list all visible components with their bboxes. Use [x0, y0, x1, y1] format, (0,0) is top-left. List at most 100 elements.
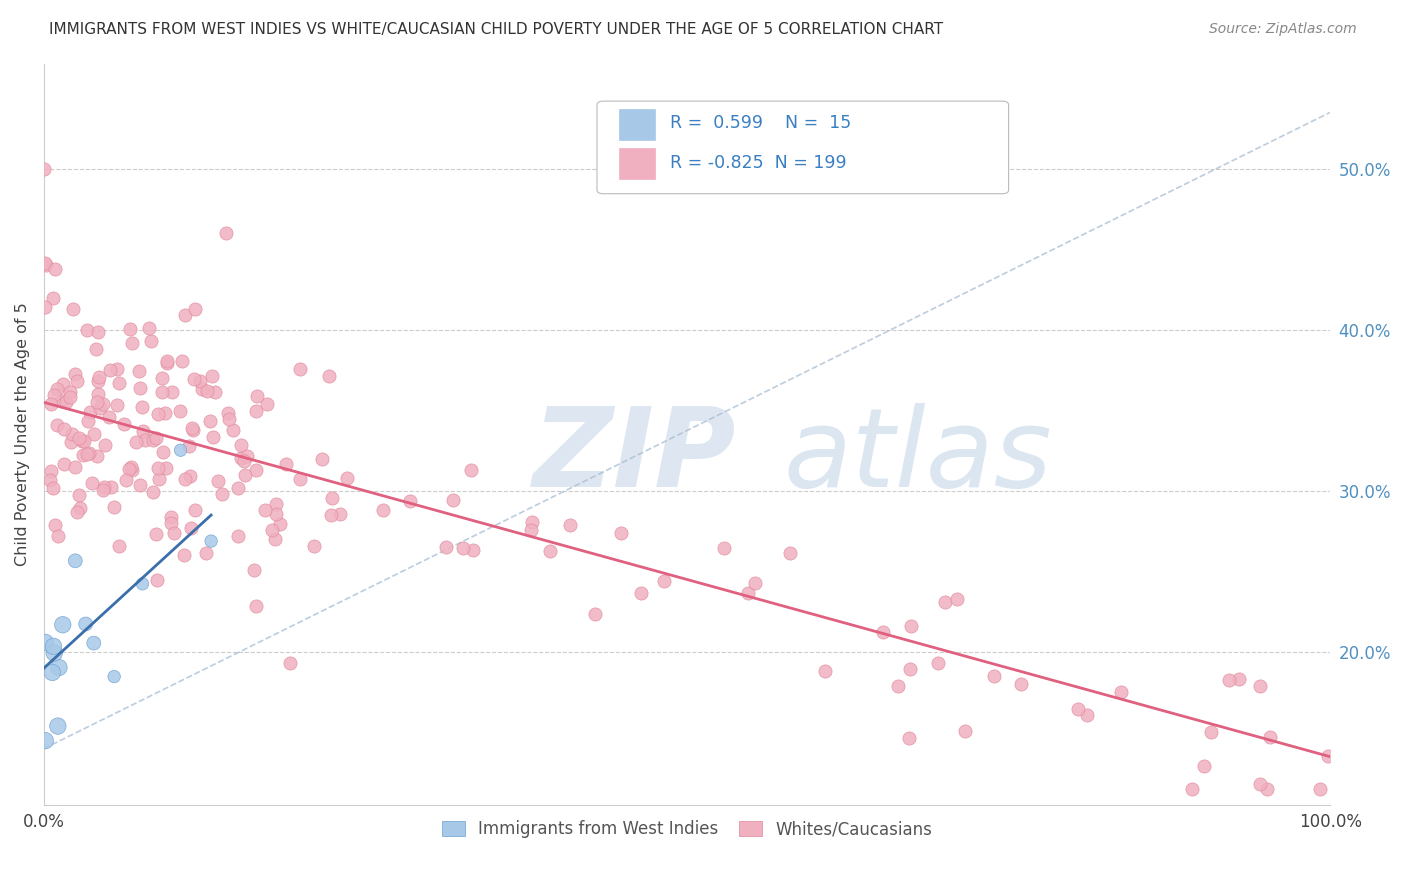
Point: [131, 577, 153, 591]
Point: [713, 541, 735, 555]
Point: [630, 586, 652, 600]
Text: R = -0.825  N = 199: R = -0.825 N = 199: [671, 153, 846, 171]
Point: [311, 452, 333, 467]
Point: [103, 500, 125, 514]
Point: [1010, 677, 1032, 691]
Point: [44, 261, 66, 276]
Point: [177, 439, 200, 453]
Point: [200, 369, 222, 384]
Point: [222, 423, 245, 437]
Point: [93, 480, 115, 494]
Point: [42, 481, 65, 495]
Point: [105, 398, 128, 412]
Point: [129, 478, 152, 492]
Point: [42, 640, 65, 654]
Point: [744, 576, 766, 591]
Point: [233, 453, 256, 467]
Point: [107, 361, 129, 376]
Point: [52, 457, 75, 471]
Point: [188, 374, 211, 388]
Point: [156, 354, 179, 368]
Point: [211, 487, 233, 501]
Point: [583, 607, 606, 621]
Point: [522, 516, 544, 530]
Point: [200, 534, 222, 549]
Point: [72, 434, 94, 449]
Point: [1260, 730, 1282, 744]
Point: [218, 412, 240, 426]
Point: [1249, 777, 1271, 791]
Point: [146, 573, 169, 587]
Point: [245, 404, 267, 418]
Point: [934, 594, 956, 608]
Point: [927, 656, 949, 670]
Point: [87, 325, 110, 339]
Point: [217, 406, 239, 420]
Point: [1256, 781, 1278, 796]
Point: [371, 503, 394, 517]
Point: [453, 541, 475, 555]
Point: [59, 390, 82, 404]
Point: [103, 670, 125, 684]
Point: [900, 619, 922, 633]
Point: [89, 401, 111, 415]
FancyBboxPatch shape: [598, 101, 1008, 194]
Point: [460, 463, 482, 477]
Point: [44, 518, 66, 533]
Point: [253, 503, 276, 517]
Point: [1249, 679, 1271, 693]
Point: [60, 427, 83, 442]
Point: [1309, 781, 1331, 796]
Point: [558, 518, 581, 533]
Point: [215, 226, 238, 240]
Point: [461, 543, 484, 558]
Text: R =  0.599    N =  15: R = 0.599 N = 15: [671, 114, 852, 132]
Point: [898, 731, 921, 745]
Point: [946, 591, 969, 606]
Point: [55, 394, 77, 409]
Point: [183, 502, 205, 516]
Point: [87, 387, 110, 401]
Point: [288, 362, 311, 376]
Point: [260, 523, 283, 537]
Point: [983, 669, 1005, 683]
Point: [131, 400, 153, 414]
Point: [202, 430, 225, 444]
Point: [1316, 749, 1339, 764]
Point: [1066, 702, 1088, 716]
Point: [173, 472, 195, 486]
Point: [155, 461, 177, 475]
Point: [77, 414, 100, 428]
Point: [159, 516, 181, 530]
Point: [52, 377, 75, 392]
Y-axis label: Child Poverty Under the Age of 5: Child Poverty Under the Age of 5: [15, 302, 30, 566]
Point: [152, 445, 174, 459]
Point: [118, 322, 141, 336]
Point: [91, 483, 114, 497]
Point: [125, 435, 148, 450]
Point: [34, 635, 56, 649]
Point: [83, 636, 105, 650]
Point: [41, 464, 63, 478]
Point: [34, 161, 56, 176]
Point: [80, 476, 103, 491]
Point: [887, 679, 910, 693]
Point: [190, 382, 212, 396]
Point: [34, 733, 56, 747]
Point: [184, 301, 207, 316]
Point: [134, 433, 156, 447]
Point: [321, 491, 343, 506]
Point: [117, 462, 139, 476]
Point: [264, 508, 287, 522]
Point: [79, 405, 101, 419]
Point: [520, 524, 543, 538]
Point: [953, 723, 976, 738]
Point: [609, 526, 631, 541]
Point: [76, 323, 98, 337]
Point: [266, 497, 288, 511]
Point: [34, 259, 56, 273]
Point: [1181, 781, 1204, 796]
Point: [42, 291, 65, 305]
Point: [153, 406, 176, 420]
Point: [1218, 673, 1240, 687]
